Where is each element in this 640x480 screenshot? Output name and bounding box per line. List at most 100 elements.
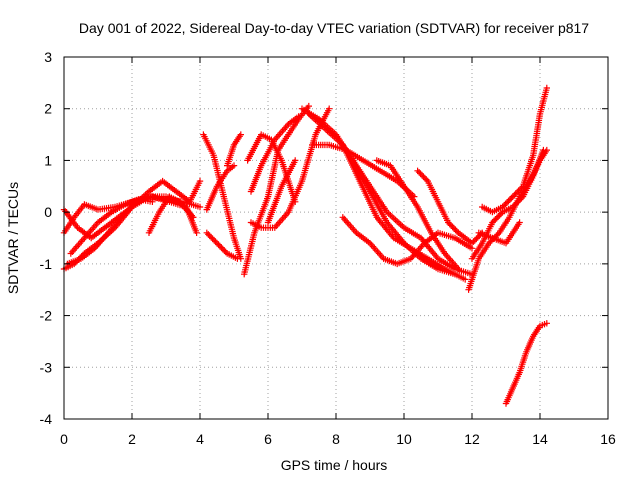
data-point xyxy=(219,245,226,253)
series-track-8 xyxy=(203,229,241,262)
data-point xyxy=(471,237,479,244)
data-point xyxy=(213,240,221,247)
data-point xyxy=(218,244,225,251)
data-point xyxy=(203,229,210,236)
y-tick-label: 2 xyxy=(44,101,52,117)
data-point xyxy=(492,216,499,223)
chart-title: Day 001 of 2022, Sidereal Day-to-day VTE… xyxy=(79,20,589,36)
data-point xyxy=(449,223,456,231)
data-point xyxy=(305,102,312,110)
data-point xyxy=(512,200,519,208)
data-point xyxy=(414,167,421,174)
data-point xyxy=(516,186,524,193)
data-point xyxy=(455,265,462,273)
grid xyxy=(64,57,608,419)
data-point xyxy=(222,248,229,256)
series-track-26 xyxy=(475,219,523,247)
x-axis-label: GPS time / hours xyxy=(281,457,388,473)
y-tick-label: 1 xyxy=(44,152,52,168)
data-point xyxy=(468,240,476,247)
data-point xyxy=(495,213,502,220)
data-point xyxy=(193,229,200,236)
data-point xyxy=(489,219,496,226)
y-tick-label: 3 xyxy=(44,49,52,65)
series-track-24 xyxy=(468,146,547,262)
data-point xyxy=(499,203,506,211)
series-track-27 xyxy=(502,320,550,407)
data-point xyxy=(295,113,302,120)
data-point xyxy=(446,220,453,228)
data-point xyxy=(497,210,505,217)
data-point xyxy=(445,219,452,226)
x-tick-label: 6 xyxy=(264,431,272,447)
data-point xyxy=(514,199,521,206)
data-point xyxy=(209,235,216,242)
data-point xyxy=(462,276,469,283)
data-point xyxy=(493,214,500,222)
series-track-20 xyxy=(349,157,459,278)
data-point xyxy=(421,175,429,182)
data-point xyxy=(500,202,508,209)
y-axis-label: SDTVAR / TECUs xyxy=(5,182,21,294)
data-point xyxy=(511,202,518,209)
data-point xyxy=(515,187,522,194)
data-point xyxy=(502,200,509,208)
data-point xyxy=(509,193,516,200)
data-point xyxy=(190,214,197,221)
data-point xyxy=(417,170,424,177)
data-point xyxy=(196,203,204,211)
data-point xyxy=(496,211,503,219)
data-point xyxy=(485,240,493,247)
data-point xyxy=(543,84,550,92)
data-point xyxy=(508,194,515,202)
y-tick-label: 0 xyxy=(44,204,52,220)
data-point xyxy=(230,162,238,169)
data-point xyxy=(516,196,524,203)
data-point xyxy=(494,231,501,238)
data-point xyxy=(506,196,514,203)
x-tick-label: 2 xyxy=(128,431,136,447)
data-point xyxy=(447,222,455,229)
data-point xyxy=(215,241,222,248)
y-tick-label: -3 xyxy=(40,359,53,375)
data-point xyxy=(221,247,228,254)
y-tick-label: -4 xyxy=(40,411,53,427)
data-point xyxy=(516,219,523,226)
x-tick-label: 14 xyxy=(532,431,548,447)
x-tick-label: 10 xyxy=(396,431,412,447)
y-tick-label: -2 xyxy=(40,308,53,324)
data-point xyxy=(420,173,427,180)
data-point xyxy=(473,235,480,242)
data-point xyxy=(206,232,213,239)
data-point xyxy=(509,203,516,211)
data-point xyxy=(423,176,430,183)
series-track-14 xyxy=(247,113,302,195)
x-tick-label: 12 xyxy=(464,431,480,447)
x-tick-label: 0 xyxy=(60,431,68,447)
data-point xyxy=(415,169,423,176)
data-point xyxy=(210,237,218,244)
data-point xyxy=(515,197,522,205)
data-point xyxy=(540,146,547,154)
series-track-15 xyxy=(264,157,299,226)
data-point xyxy=(514,189,521,196)
x-tick-label: 16 xyxy=(600,431,616,447)
data-point xyxy=(292,157,299,164)
data-point xyxy=(518,194,525,202)
series-track-10 xyxy=(203,162,238,213)
data-point xyxy=(470,238,477,245)
data-point xyxy=(490,217,498,225)
series-track-9 xyxy=(224,131,244,169)
data-point xyxy=(505,197,512,205)
data-point xyxy=(196,177,204,185)
series-track-12 xyxy=(244,131,299,205)
x-tick-label: 8 xyxy=(332,431,340,447)
series-track-7 xyxy=(200,131,244,262)
data-point xyxy=(216,242,224,250)
data-point xyxy=(503,199,511,206)
data-point xyxy=(205,231,212,238)
series-track-5 xyxy=(67,196,156,257)
